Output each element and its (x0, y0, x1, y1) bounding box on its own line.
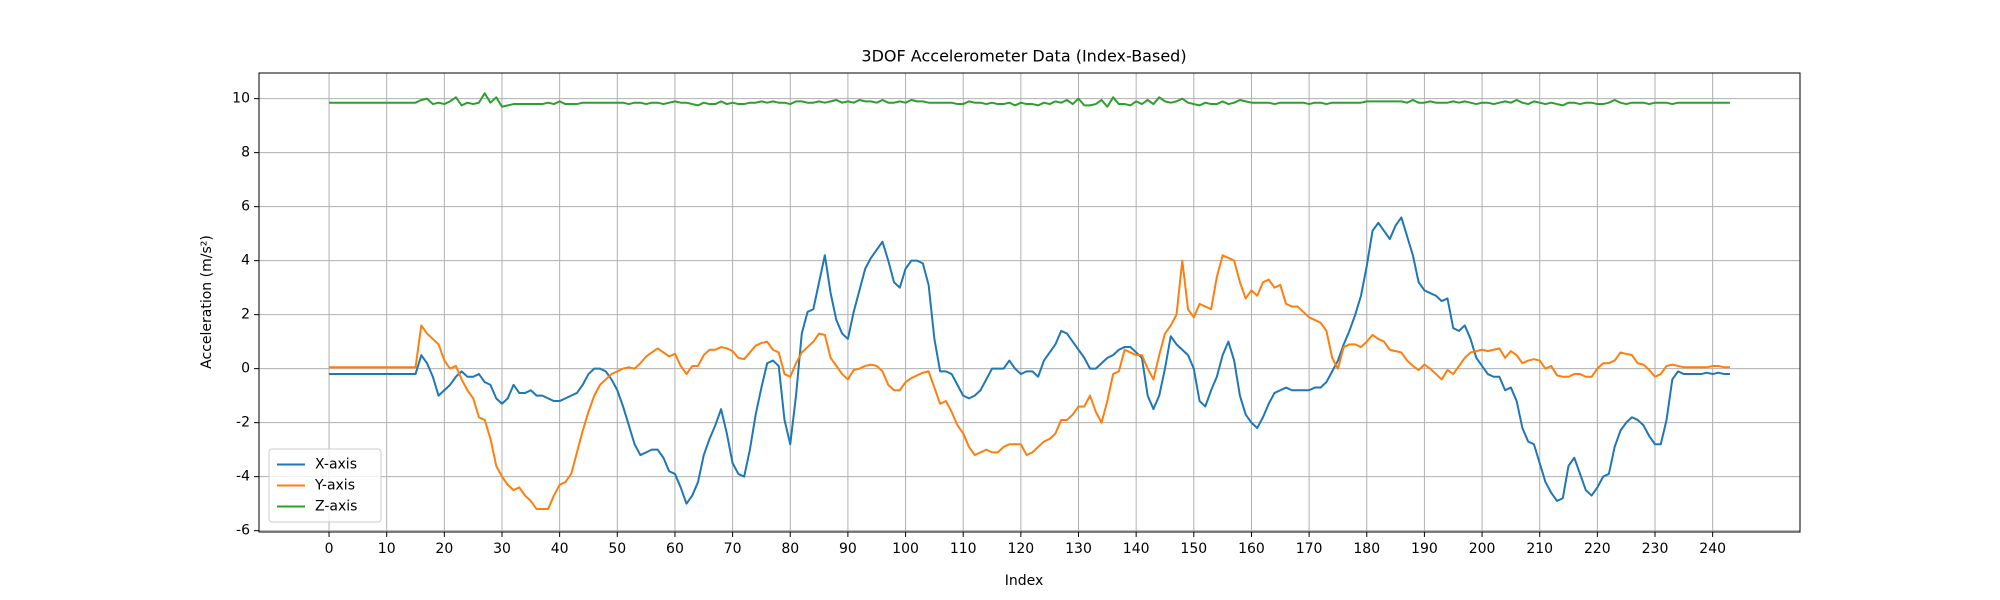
x-tick-label: 120 (1007, 541, 1034, 557)
x-tick-label: 150 (1180, 541, 1207, 557)
y-tick-label: -2 (236, 415, 250, 431)
y-tick-label: -4 (236, 469, 250, 485)
y-tick-label: 6 (241, 199, 250, 215)
x-tick-label: 140 (1123, 541, 1150, 557)
legend-label: X-axis (315, 457, 357, 473)
y-tick-label: 4 (241, 253, 250, 269)
y-tick-label: 0 (241, 361, 250, 377)
legend-label: Z-axis (315, 499, 357, 515)
plot-lines (329, 92, 1730, 511)
x-axis-label: Index (1005, 573, 1044, 589)
chart-title: 3DOF Accelerometer Data (Index-Based) (861, 47, 1186, 66)
x-tick-label: 80 (781, 541, 799, 557)
x-tick-label: 70 (724, 541, 742, 557)
plot-frame (258, 72, 1801, 533)
data-line (329, 216, 1730, 505)
x-tick-label: 240 (1699, 541, 1726, 557)
grid (259, 73, 1800, 532)
x-tick-label: 90 (839, 541, 857, 557)
x-tick-label: 0 (325, 541, 334, 557)
ticks: 0 10 20 30 40 50 60 70 80 90 100 110 120 130 140 150 160… (232, 91, 1726, 557)
legend-label: Y-axis (314, 478, 355, 494)
x-tick-label: 230 (1642, 541, 1669, 557)
x-tick-label: 50 (608, 541, 626, 557)
x-tick-label: 190 (1411, 541, 1438, 557)
legend-box (268, 448, 382, 523)
y-tick-label: 10 (232, 91, 250, 107)
x-tick-label: 220 (1584, 541, 1611, 557)
x-tick-label: 170 (1296, 541, 1323, 557)
x-tick-label: 20 (435, 541, 453, 557)
x-tick-label: 200 (1469, 541, 1496, 557)
y-axis-label: Acceleration (m/s²) (199, 235, 215, 369)
x-tick-label: 40 (551, 541, 569, 557)
x-tick-label: 180 (1353, 541, 1380, 557)
y-tick-label: 2 (241, 307, 250, 323)
x-tick-label: 130 (1065, 541, 1092, 557)
x-tick-label: 10 (378, 541, 396, 557)
x-tick-label: 210 (1526, 541, 1553, 557)
data-line (329, 92, 1730, 108)
x-tick-label: 110 (950, 541, 977, 557)
legend: X-axis Y-axis Z-axis (268, 448, 382, 523)
y-tick-label: 8 (241, 145, 250, 161)
x-tick-label: 100 (892, 541, 919, 557)
x-tick-label: 30 (493, 541, 511, 557)
data-line (329, 254, 1730, 511)
x-tick-label: 60 (666, 541, 684, 557)
x-tick-label: 160 (1238, 541, 1265, 557)
y-tick-label: -6 (236, 523, 250, 539)
